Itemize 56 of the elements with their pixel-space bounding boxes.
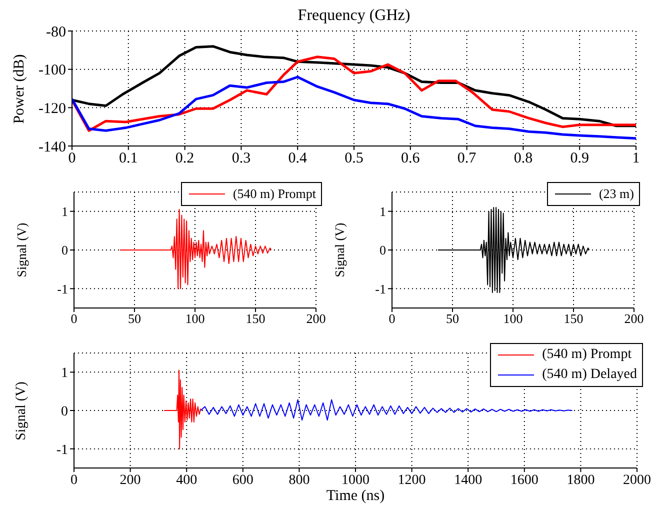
x-tick-label: 1400 [454, 472, 482, 488]
x-tick-label: 200 [306, 311, 326, 326]
line-series [119, 208, 272, 290]
x-tick-label: 1000 [342, 472, 370, 488]
x-tick-label: 1200 [398, 472, 426, 488]
y-axis-title: Signal (V) [332, 222, 348, 278]
x-tick-label: 800 [288, 472, 310, 488]
line-series [164, 370, 202, 450]
y-axis-title: Power (dB) [12, 54, 28, 124]
x-tick-label: 0.5 [344, 150, 364, 167]
line-series [72, 76, 636, 140]
y-axis-title: Signal (V) [14, 381, 30, 440]
line-series [200, 399, 573, 421]
x-tick-label: 100 [503, 311, 523, 326]
x-tick-label: 1600 [510, 472, 538, 488]
y-tick-label: -140 [38, 139, 66, 156]
x-tick-label: 50 [446, 311, 459, 326]
y-tick-label: -1 [375, 281, 386, 296]
x-tick-label: 150 [564, 311, 584, 326]
x-tick-label: 200 [120, 472, 141, 488]
x-tick-label: 50 [128, 311, 141, 326]
line-series [72, 56, 636, 132]
x-tick-label: 0.9 [570, 150, 589, 167]
legend-label: (540 m) Prompt [542, 347, 632, 363]
legend-label: (540 m) Prompt [232, 186, 316, 202]
x-tick-label: 0.7 [457, 150, 477, 167]
x-tick-label: 1800 [566, 472, 595, 488]
y-axis-title: Signal (V) [14, 222, 30, 278]
y-tick-label: -120 [38, 100, 66, 117]
x-tick-label: 200 [624, 311, 644, 326]
x-tick-label: 100 [185, 311, 205, 326]
y-tick-label: 0 [380, 242, 386, 258]
x-tick-label: 0.4 [288, 150, 308, 167]
x-tick-label: 600 [232, 472, 254, 488]
y-tick-label: -1 [56, 442, 68, 458]
x-tick-label: 150 [246, 311, 266, 326]
x-tick-label: 400 [176, 472, 198, 488]
y-tick-label: 1 [62, 204, 68, 219]
y-tick-label: 1 [380, 204, 386, 219]
y-tick-label: 0 [61, 404, 68, 420]
legend-label: (540 m) Delayed [542, 367, 637, 383]
x-tick-label: 0.1 [119, 150, 138, 167]
x-tick-label: 0.8 [514, 150, 533, 167]
y-tick-label: -80 [46, 24, 66, 40]
x-tick-label: 1 [632, 150, 640, 167]
legend-label: (23 m) [598, 186, 634, 202]
x-axis-title: Time (ns) [325, 488, 386, 505]
x-tick-label: 0.3 [232, 150, 251, 167]
x-tick-label: 2000 [623, 472, 651, 488]
y-tick-label: 1 [61, 366, 68, 382]
y-tick-label: 0 [62, 242, 68, 258]
y-tick-label: -1 [57, 281, 68, 296]
x-axis-title: Frequency (GHz) [296, 7, 412, 25]
x-tick-label: 0.2 [175, 150, 194, 167]
y-tick-label: -100 [38, 62, 66, 79]
x-tick-label: 0.6 [401, 150, 420, 167]
